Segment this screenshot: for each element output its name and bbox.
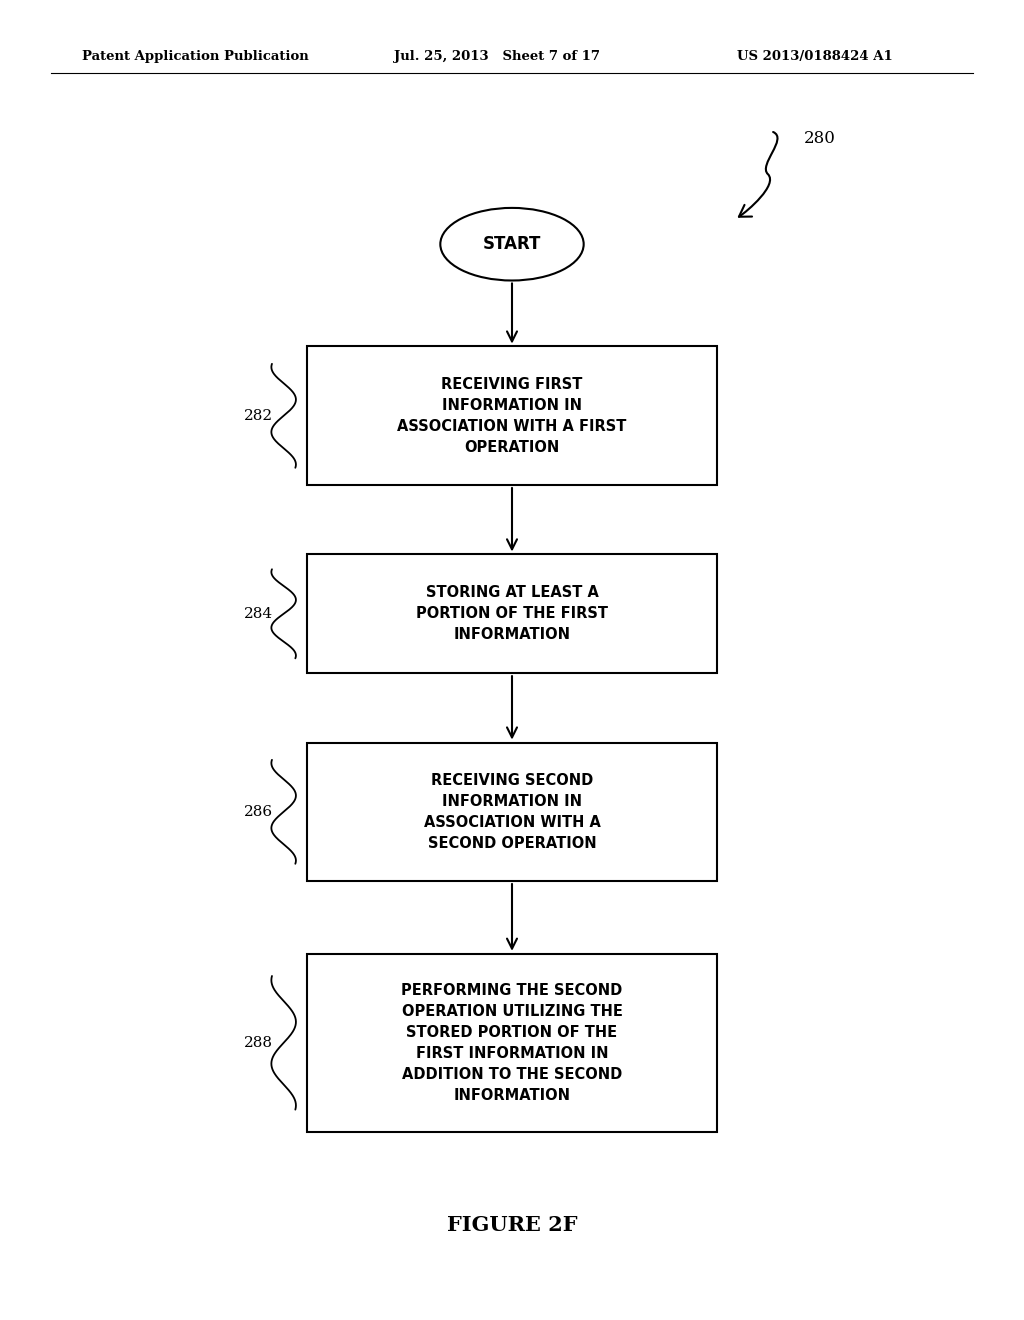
Text: 280: 280 xyxy=(804,131,836,147)
Text: RECEIVING FIRST
INFORMATION IN
ASSOCIATION WITH A FIRST
OPERATION: RECEIVING FIRST INFORMATION IN ASSOCIATI… xyxy=(397,376,627,455)
Text: Patent Application Publication: Patent Application Publication xyxy=(82,50,308,63)
FancyArrowPatch shape xyxy=(739,132,777,216)
Ellipse shape xyxy=(440,209,584,281)
Text: 284: 284 xyxy=(245,607,273,620)
Text: US 2013/0188424 A1: US 2013/0188424 A1 xyxy=(737,50,893,63)
Text: 286: 286 xyxy=(245,805,273,818)
Text: PERFORMING THE SECOND
OPERATION UTILIZING THE
STORED PORTION OF THE
FIRST INFORM: PERFORMING THE SECOND OPERATION UTILIZIN… xyxy=(401,983,623,1102)
Text: Jul. 25, 2013   Sheet 7 of 17: Jul. 25, 2013 Sheet 7 of 17 xyxy=(394,50,600,63)
Text: 282: 282 xyxy=(245,409,273,422)
FancyBboxPatch shape xyxy=(307,953,717,1133)
Text: STORING AT LEAST A
PORTION OF THE FIRST
INFORMATION: STORING AT LEAST A PORTION OF THE FIRST … xyxy=(416,585,608,643)
Text: 288: 288 xyxy=(245,1036,273,1049)
FancyBboxPatch shape xyxy=(307,346,717,484)
Text: FIGURE 2F: FIGURE 2F xyxy=(446,1214,578,1236)
FancyBboxPatch shape xyxy=(307,742,717,882)
Text: START: START xyxy=(482,235,542,253)
Text: RECEIVING SECOND
INFORMATION IN
ASSOCIATION WITH A
SECOND OPERATION: RECEIVING SECOND INFORMATION IN ASSOCIAT… xyxy=(424,772,600,851)
FancyBboxPatch shape xyxy=(307,554,717,673)
